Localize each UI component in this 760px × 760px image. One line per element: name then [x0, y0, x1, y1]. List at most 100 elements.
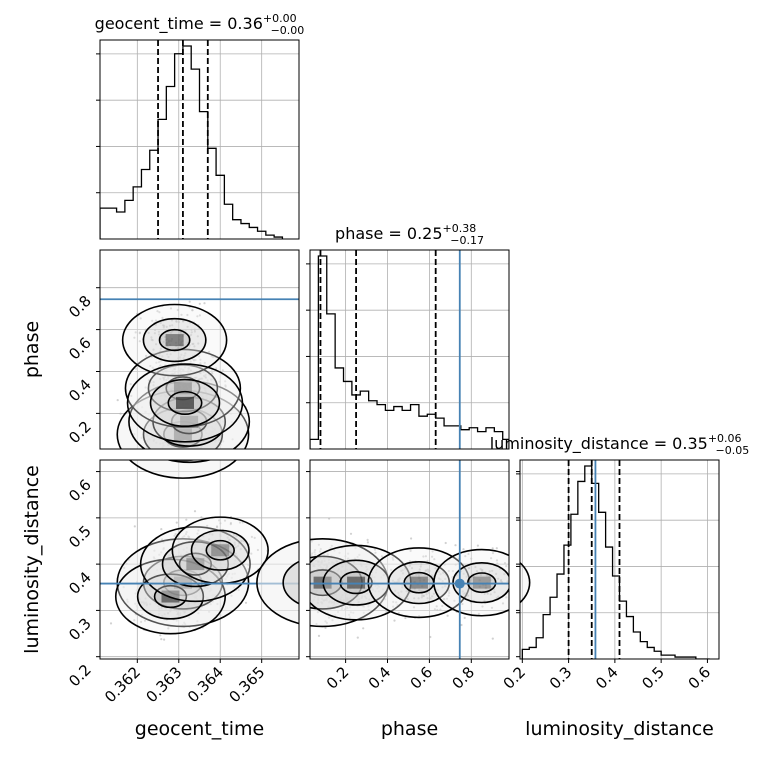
sample-point [175, 341, 178, 344]
density-peak [409, 576, 428, 589]
sample-point [197, 378, 200, 381]
sample-point [211, 372, 214, 375]
sample-point [169, 343, 172, 346]
x-axis-label-phase: phase [381, 718, 438, 740]
sample-point [366, 538, 369, 542]
density-peak [472, 576, 491, 589]
y-tick-label-luminosity_distance: 0.4 [65, 568, 95, 598]
sample-point [153, 332, 156, 335]
sample-point [171, 372, 174, 375]
sample-point [198, 302, 201, 305]
sample-point [454, 544, 457, 547]
sample-point [204, 376, 207, 379]
title-base: luminosity_distance = 0.35 [490, 434, 708, 454]
sample-point [206, 379, 209, 382]
sample-point [156, 310, 159, 313]
sample-point [159, 360, 162, 363]
sample-point [173, 367, 177, 371]
sample-point [173, 368, 176, 371]
sample-point [162, 372, 165, 375]
panel-frame [309, 249, 510, 450]
sample-point [187, 367, 190, 370]
title-base: geocent_time = 0.36 [95, 14, 263, 34]
sample-point [193, 345, 196, 348]
sample-point [150, 338, 153, 341]
sample-point [164, 336, 167, 339]
sample-point [157, 390, 160, 393]
sample-point [157, 330, 160, 333]
sample-point [186, 313, 189, 317]
truth-point [454, 578, 465, 589]
sample-point [145, 354, 148, 357]
sample-point [164, 342, 168, 345]
sample-point [175, 344, 179, 347]
sample-point [154, 323, 157, 326]
sample-point [200, 385, 203, 389]
sample-point [182, 357, 185, 360]
density-peak [347, 576, 366, 589]
sample-point [192, 359, 196, 362]
sample-point [152, 381, 155, 384]
sample-point [180, 353, 183, 356]
sample-point [166, 338, 169, 341]
y-axis-label-luminosity_distance: luminosity_distance [21, 465, 43, 654]
sample-point [159, 347, 162, 350]
sample-point [179, 331, 182, 334]
sample-point [193, 376, 196, 379]
x-tick-label-phase: 0.2 [323, 663, 353, 693]
sample-point [180, 340, 183, 343]
sample-point [173, 372, 176, 375]
x-tick-label-geocent_time: 0.362 [101, 663, 144, 706]
density-peak [165, 334, 184, 347]
sample-point [162, 377, 165, 380]
density-peak [211, 544, 230, 557]
sample-point [173, 367, 176, 370]
x-tick-label-geocent_time: 0.365 [225, 663, 268, 706]
sample-point [133, 525, 136, 528]
sample-point [200, 377, 203, 380]
sample-point [174, 532, 177, 536]
sample-point [155, 361, 158, 364]
sample-point [179, 343, 182, 346]
sample-point [356, 636, 359, 639]
sample-point [160, 638, 163, 641]
x-tick-label-luminosity_distance: 0.2 [500, 663, 530, 693]
sample-point [181, 334, 184, 338]
sample-point [171, 330, 174, 333]
sample-point [152, 348, 155, 351]
sample-point [166, 353, 169, 356]
sample-point [154, 319, 158, 322]
sample-point [171, 324, 174, 327]
x-tick-label-luminosity_distance: 0.4 [592, 663, 622, 693]
sample-point [349, 532, 353, 535]
sample-point [116, 399, 119, 402]
sample-point [224, 384, 227, 387]
sample-point [366, 541, 369, 544]
sample-point [173, 373, 176, 376]
sample-point [152, 384, 155, 387]
sample-point [138, 340, 141, 343]
sample-point [138, 332, 141, 335]
sample-point [169, 307, 173, 310]
sample-point [166, 345, 169, 348]
panel-title-phase: phase = 0.25+0.38 −0.17 [335, 222, 484, 247]
sample-point [180, 345, 183, 348]
x-axis-label-luminosity_distance: luminosity_distance [525, 718, 714, 740]
sample-point [180, 313, 183, 316]
sample-point [160, 528, 163, 531]
sample-point [165, 378, 168, 381]
sample-point [184, 366, 187, 369]
y-tick-label-phase: 0.4 [65, 376, 95, 406]
sample-point [188, 344, 191, 347]
sample-point [210, 390, 213, 393]
x-tick-label-luminosity_distance: 0.6 [685, 663, 715, 693]
y-tick-label-luminosity_distance: 0.2 [65, 661, 95, 691]
sample-point [175, 320, 178, 323]
x-tick-label-luminosity_distance: 0.3 [546, 663, 576, 693]
sample-point [182, 369, 185, 372]
sample-point [183, 354, 186, 357]
sample-point [462, 548, 465, 551]
sample-point [495, 547, 498, 550]
sample-point [161, 386, 164, 389]
y-tick-label-phase: 0.8 [65, 292, 95, 322]
